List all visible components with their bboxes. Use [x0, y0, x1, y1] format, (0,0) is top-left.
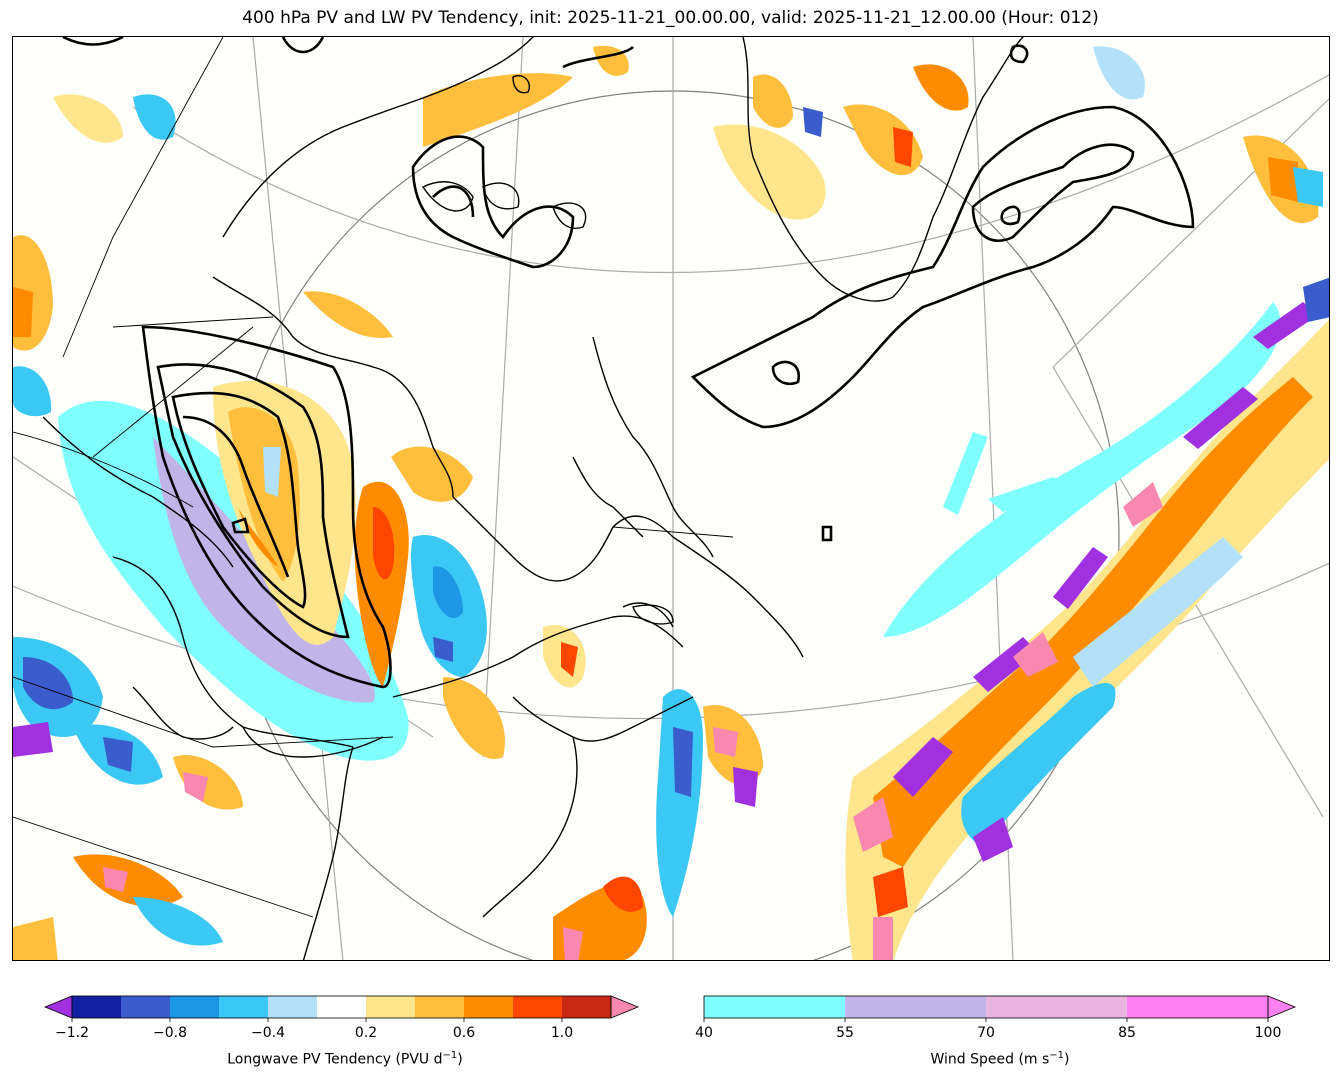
map-title: 400 hPa PV and LW PV Tendency, init: 202… — [242, 8, 1099, 28]
wind-jet-fragment — [943, 432, 988, 515]
coastlines — [42, 37, 1024, 960]
pv-colorbar-cell — [464, 996, 513, 1018]
wind-speed-colorbar — [703, 995, 1297, 1022]
pv-colorbar-cell — [72, 996, 121, 1018]
wind-label-sup: −1 — [1049, 1050, 1065, 1061]
wind-colorbar-cell — [704, 996, 845, 1018]
pv-colorbar-cell — [268, 996, 317, 1018]
meridian-2 — [482, 37, 524, 758]
pv-label-end: ) — [457, 1051, 463, 1068]
pv-colorbar-cell — [513, 996, 562, 1018]
pv-colorbar-tick-label: 0.2 — [354, 1025, 378, 1041]
wind-colorbar-extend-high — [1267, 995, 1297, 1019]
pv-tendency-shading — [13, 45, 1329, 960]
borders — [13, 37, 734, 918]
pv-colorbar-tick-label: −0.8 — [153, 1025, 187, 1041]
pv-label-sup: −1 — [442, 1050, 458, 1061]
pv-label-text: Longwave PV Tendency (PVU d — [227, 1051, 443, 1068]
pv-colorbar-cell — [219, 996, 268, 1018]
pv-colorbar-tick-label: −0.4 — [251, 1025, 285, 1041]
pv-colorbar-extend-high — [610, 995, 640, 1019]
pv-tendency-label: Longwave PV Tendency (PVU d−1) — [40, 1050, 650, 1068]
pv-colorbar-tick-label: 1.0 — [550, 1025, 574, 1041]
map-canvas — [13, 37, 1329, 960]
pv-colorbar-tick-label: 0.6 — [452, 1025, 476, 1041]
pv-colorbar-cell — [562, 996, 611, 1018]
pv-colorbar-cell — [317, 996, 366, 1018]
pv-colorbar-cell — [366, 996, 415, 1018]
map-panel[interactable] — [12, 36, 1330, 961]
wind-colorbar-cell — [986, 996, 1127, 1018]
pv-tendency-colorbar — [43, 995, 640, 1022]
pv-colorbar-frame — [71, 995, 612, 1019]
meridian-5 — [1052, 98, 1329, 818]
pv-colorbar-cell — [415, 996, 464, 1018]
wind-jet-fragment-2 — [988, 477, 1073, 512]
latitude-line-north — [132, 74, 1329, 274]
pv-colorbar-tick-label: −1.2 — [55, 1025, 89, 1041]
pv-contours — [62, 37, 1195, 689]
wind-colorbar-cell — [845, 996, 986, 1018]
wind-colorbar-tick-label: 85 — [1118, 1025, 1136, 1041]
wind-label-text: Wind Speed (m s — [930, 1051, 1050, 1068]
pv-colorbar-cell — [170, 996, 219, 1018]
wind-label-end: ) — [1064, 1051, 1070, 1068]
wind-jet-east — [883, 302, 1281, 637]
wind-colorbar-tick-label: 70 — [977, 1025, 995, 1041]
wind-colorbar-tick-label: 55 — [836, 1025, 854, 1041]
pv-colorbar-extend-low — [43, 995, 73, 1019]
wind-colorbar-tick-label: 40 — [695, 1025, 713, 1041]
pv-colorbar-cell — [121, 996, 170, 1018]
wind-speed-label: Wind Speed (m s−1) — [700, 1050, 1300, 1068]
wind-colorbar-tick-label: 100 — [1254, 1025, 1282, 1041]
wind-colorbar-cell — [1127, 996, 1268, 1018]
